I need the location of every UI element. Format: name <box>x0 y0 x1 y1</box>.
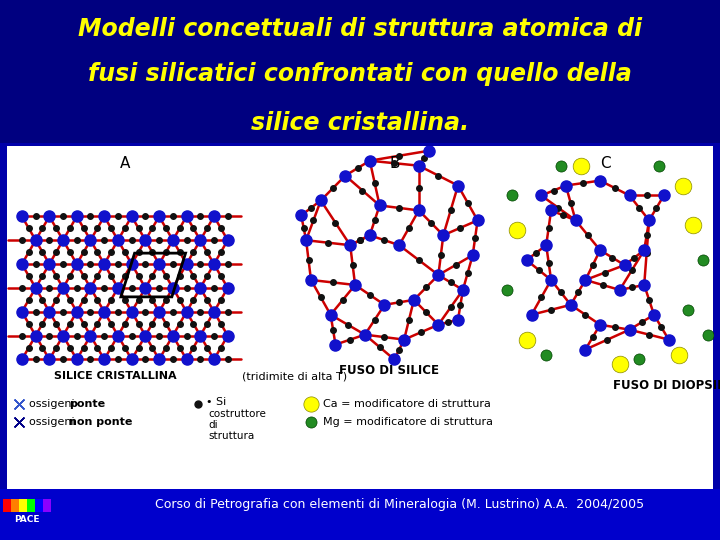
Text: silice cristallina.: silice cristallina. <box>251 111 469 135</box>
Text: Modelli concettuali di struttura atomica di: Modelli concettuali di struttura atomica… <box>78 17 642 40</box>
Bar <box>27 499 35 512</box>
Text: non ponte: non ponte <box>69 417 132 427</box>
Text: struttura: struttura <box>208 431 254 441</box>
Text: ossigeni: ossigeni <box>29 417 78 427</box>
Text: Ca = modificatore di struttura: Ca = modificatore di struttura <box>323 399 490 409</box>
Text: (tridimite di alta T): (tridimite di alta T) <box>243 372 348 381</box>
Bar <box>43 499 51 512</box>
Text: • Si: • Si <box>206 397 226 407</box>
Text: FUSO DI SILICE: FUSO DI SILICE <box>339 364 439 377</box>
Text: Mg = modificatore di struttura: Mg = modificatore di struttura <box>323 417 492 427</box>
Bar <box>19 499 27 512</box>
Text: ponte: ponte <box>69 399 105 409</box>
Text: ossigeni: ossigeni <box>29 399 78 409</box>
Text: di: di <box>208 420 217 430</box>
Bar <box>3 499 11 512</box>
Text: C: C <box>600 156 611 171</box>
Text: SILICE CRISTALLINA: SILICE CRISTALLINA <box>54 372 176 381</box>
Bar <box>35 499 43 512</box>
Text: fusi silicatici confrontati con quello della: fusi silicatici confrontati con quello d… <box>88 63 632 86</box>
Text: costruttore: costruttore <box>208 409 266 419</box>
Text: FUSO DI DIOPSIDE: FUSO DI DIOPSIDE <box>613 380 720 393</box>
Text: Corso di Petrografia con elementi di Mineralogia (M. Lustrino) A.A.  2004/2005: Corso di Petrografia con elementi di Min… <box>156 498 644 511</box>
Text: A: A <box>120 156 130 171</box>
Text: PACE: PACE <box>14 515 40 524</box>
Bar <box>11 499 19 512</box>
Text: B: B <box>389 156 400 171</box>
